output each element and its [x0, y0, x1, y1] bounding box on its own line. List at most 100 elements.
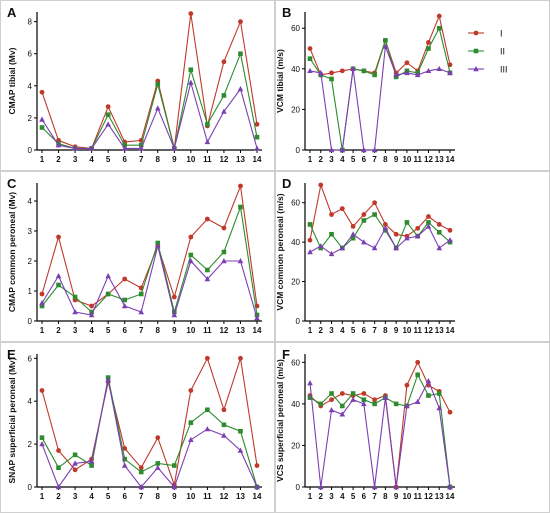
data-point-II	[372, 212, 377, 217]
data-point-I	[155, 435, 161, 441]
x-tick-label: 4	[340, 155, 345, 164]
data-point-III	[371, 484, 378, 490]
data-point-II	[436, 391, 442, 396]
x-tick-label: 14	[446, 155, 455, 164]
x-tick-label: 3	[329, 492, 334, 501]
legend-marker	[473, 66, 479, 72]
data-point-II	[188, 67, 194, 73]
y-tick-label: 1	[28, 287, 33, 296]
x-tick-label: 10	[402, 492, 411, 501]
data-point-III	[339, 245, 346, 251]
legend-marker	[473, 30, 479, 36]
y-axis-title: CMAP common peroneal (Mv)	[7, 192, 17, 312]
data-point-I	[372, 200, 378, 206]
data-point-III	[138, 145, 145, 151]
panel-letter: D	[282, 176, 291, 191]
data-point-III	[382, 225, 389, 231]
legend-marker	[473, 48, 479, 54]
data-point-II	[307, 395, 313, 400]
data-point-III	[404, 69, 410, 76]
data-point-I	[204, 216, 210, 222]
data-point-II	[39, 125, 45, 130]
data-point-II	[188, 252, 194, 258]
data-point-I	[329, 212, 334, 217]
x-tick-label: 5	[106, 492, 111, 501]
data-point-II	[372, 401, 377, 407]
panel-frame	[275, 0, 550, 171]
series-line-I	[41, 13, 258, 149]
panel-letter: C	[7, 176, 17, 191]
x-tick-label: 6	[362, 326, 367, 335]
x-tick-label: 1	[308, 492, 313, 501]
x-tick-label: 8	[156, 326, 161, 335]
data-point-III	[382, 394, 389, 400]
data-point-I	[188, 234, 194, 240]
panel-letter: A	[7, 5, 17, 20]
y-tick-label: 0	[28, 483, 33, 492]
legend-label: II	[500, 47, 505, 57]
panel-frame	[0, 171, 275, 342]
x-tick-label: 4	[89, 155, 94, 164]
x-tick-label: 1	[40, 326, 45, 335]
series-line-III	[309, 46, 451, 151]
x-tick-label: 3	[73, 155, 78, 164]
data-point-I	[415, 225, 421, 231]
x-tick-label: 2	[319, 492, 324, 501]
data-point-III	[425, 378, 432, 384]
data-point-III	[328, 407, 335, 413]
data-point-III	[339, 147, 346, 153]
x-tick-label: 12	[219, 492, 228, 501]
x-tick-label: 6	[122, 492, 127, 501]
data-point-I	[436, 13, 442, 19]
data-point-III	[414, 398, 421, 404]
data-point-II	[205, 267, 210, 273]
x-tick-label: 1	[40, 492, 45, 501]
data-point-I	[329, 70, 334, 76]
legend-label: I	[500, 29, 503, 39]
data-point-III	[361, 239, 367, 245]
y-tick-label: 0	[28, 146, 33, 155]
panel-letter: F	[282, 347, 290, 362]
data-point-II	[72, 294, 78, 300]
data-point-I	[238, 19, 243, 25]
data-point-III	[361, 400, 367, 407]
data-point-III	[393, 71, 399, 78]
x-tick-label: 14	[253, 155, 262, 164]
data-point-I	[404, 382, 410, 388]
data-point-I	[382, 222, 388, 227]
series-line-III	[41, 379, 258, 489]
x-tick-label: 12	[424, 326, 433, 335]
data-point-II	[138, 469, 144, 475]
x-tick-label: 7	[372, 492, 377, 501]
data-point-III	[393, 484, 399, 490]
series-line-II	[41, 377, 258, 488]
data-point-III	[88, 145, 95, 151]
x-tick-label: 9	[172, 326, 177, 335]
data-point-II	[221, 249, 227, 255]
data-point-I	[254, 121, 260, 127]
x-tick-label: 7	[139, 155, 144, 164]
x-tick-label: 10	[186, 492, 195, 501]
series-line-II	[309, 213, 451, 250]
x-tick-label: 5	[351, 326, 356, 335]
series-line-II	[309, 26, 451, 151]
data-point-II	[238, 428, 243, 434]
data-point-III	[204, 138, 211, 145]
x-tick-label: 4	[89, 492, 94, 501]
x-tick-label: 6	[362, 492, 367, 501]
data-point-I	[221, 225, 227, 231]
data-point-III	[414, 71, 421, 78]
x-tick-label: 5	[106, 326, 111, 335]
data-point-II	[426, 46, 431, 51]
y-tick-label: 2	[28, 114, 33, 123]
data-point-III	[121, 303, 128, 309]
data-point-III	[371, 147, 378, 153]
x-tick-label: 7	[372, 326, 377, 335]
data-point-I	[307, 237, 313, 243]
data-point-III	[154, 105, 161, 111]
panel-letter: B	[282, 5, 291, 20]
x-tick-label: 8	[383, 326, 388, 335]
